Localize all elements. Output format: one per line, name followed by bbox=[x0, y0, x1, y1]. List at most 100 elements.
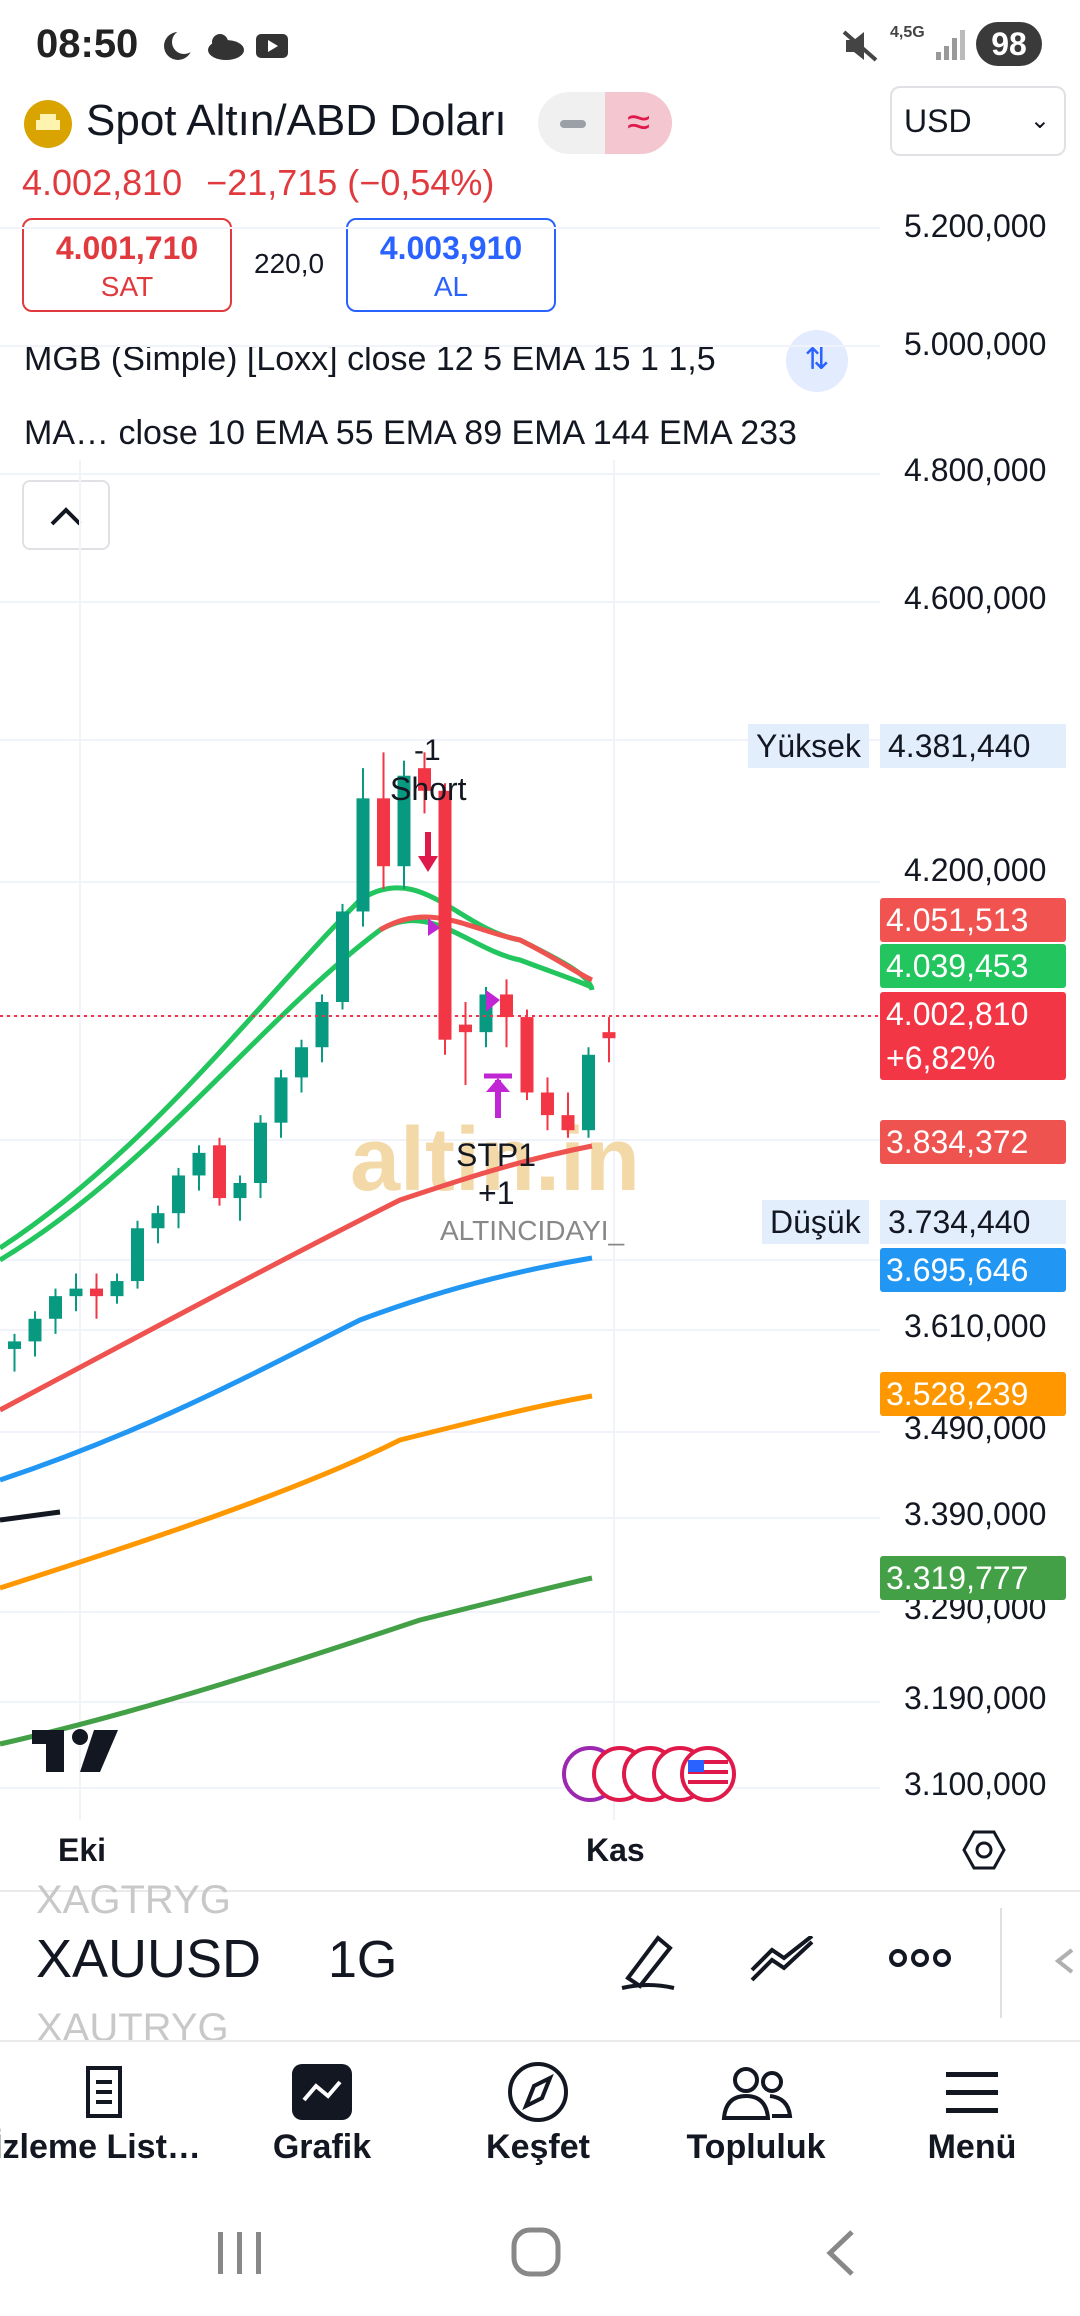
network-type: 4,5G bbox=[890, 24, 925, 41]
candle-body bbox=[151, 1213, 165, 1229]
chart-icon bbox=[292, 2064, 352, 2120]
compass-icon bbox=[508, 2062, 568, 2122]
low-value: 3.734,440 bbox=[880, 1200, 1066, 1244]
y-tick: 3.490,000 bbox=[904, 1410, 1047, 1446]
candle-body bbox=[438, 790, 452, 1040]
y-tick: 5.200,000 bbox=[904, 208, 1047, 244]
toolbar-divider bbox=[1000, 1908, 1002, 2018]
sell-button[interactable]: 4.001,710 SAT bbox=[22, 218, 232, 312]
indicator-legend-2[interactable]: MA… close 10 EMA 55 EMA 89 EMA 144 EMA 2… bbox=[24, 414, 797, 452]
settings-hex-icon[interactable] bbox=[962, 1830, 1006, 1870]
ema233-price-label: 3.319,777 bbox=[880, 1556, 1066, 1600]
ema144-line bbox=[0, 1393, 593, 1591]
back-icon[interactable] bbox=[820, 2228, 860, 2278]
x-tick-eki: Eki bbox=[58, 1832, 107, 1868]
status-bar: 08:50 4,5G 98 bbox=[0, 0, 1080, 90]
currency-value: USD bbox=[904, 103, 972, 139]
last-price-label-change: +6,82% bbox=[886, 1040, 996, 1076]
price-chart[interactable]: altin.in -1 Short STP1 +1 ALTINCIDAYI_ bbox=[0, 0, 1080, 1900]
currency-select[interactable]: USD ⌄ bbox=[890, 86, 1066, 156]
ma-red-segment bbox=[378, 914, 594, 983]
interval-selector[interactable]: 1G bbox=[328, 1931, 398, 1989]
candle-body bbox=[602, 1032, 616, 1039]
buy-arrow-icon bbox=[486, 1078, 510, 1092]
candle-body bbox=[49, 1296, 62, 1319]
next-symbol[interactable]: XAUTRYG bbox=[36, 2006, 229, 2050]
prev-symbol[interactable]: XAGTRYG bbox=[36, 1878, 231, 1922]
ma-price-label-green: 4.039,453 bbox=[880, 944, 1066, 988]
battery-level: 98 bbox=[976, 22, 1042, 66]
nav-chart[interactable]: Grafik bbox=[222, 2056, 422, 2167]
ema144-price-label: 3.528,239 bbox=[880, 1372, 1066, 1416]
candle-body bbox=[315, 1001, 329, 1048]
candle-body bbox=[541, 1092, 554, 1116]
ema89-line bbox=[0, 1255, 593, 1483]
candle-body bbox=[459, 1024, 472, 1033]
indicator-swap-icon[interactable]: ⇅ bbox=[786, 330, 848, 392]
candle-body bbox=[520, 1017, 534, 1093]
y-tick: 5.000,000 bbox=[904, 326, 1047, 362]
candle-body bbox=[8, 1341, 21, 1349]
nav-explore[interactable]: Keşfet bbox=[438, 2056, 638, 2167]
last-price-label-value: 4.002,810 bbox=[886, 996, 1029, 1032]
ema89-price-label: 3.695,646 bbox=[880, 1248, 1066, 1292]
gold-logo-icon bbox=[24, 100, 72, 148]
home-icon[interactable] bbox=[510, 2226, 562, 2278]
moving-averages bbox=[0, 885, 595, 1747]
annotations: -1 Short STP1 +1 ALTINCIDAYI_ bbox=[390, 734, 625, 1246]
more-icon[interactable] bbox=[888, 1946, 952, 1970]
community-icon bbox=[721, 2067, 793, 2120]
tradingview-logo-icon[interactable] bbox=[32, 1729, 118, 1772]
nav-chart-label: Grafik bbox=[272, 2128, 372, 2166]
chevron-left-icon[interactable] bbox=[1052, 1946, 1076, 1976]
y-tick: 3.610,000 bbox=[904, 1308, 1047, 1344]
candle-body bbox=[192, 1152, 206, 1176]
y-tick: 4.200,000 bbox=[904, 852, 1047, 888]
candle-body bbox=[356, 798, 370, 912]
chart-mode-toggle[interactable]: ≈ bbox=[538, 92, 672, 154]
x-tick-kas: Kas bbox=[586, 1832, 645, 1868]
candle-body bbox=[172, 1175, 185, 1214]
minus-icon bbox=[560, 120, 586, 128]
chevron-down-icon: ⌄ bbox=[1029, 107, 1050, 134]
ema233-line bbox=[0, 1575, 593, 1747]
sell-label: SAT bbox=[100, 271, 154, 302]
watchlist-icon bbox=[86, 2066, 122, 2118]
marker-icon bbox=[486, 990, 500, 1012]
y-tick: 4.600,000 bbox=[904, 580, 1047, 616]
chevron-up-icon bbox=[50, 507, 82, 526]
menu-icon bbox=[946, 2072, 998, 2113]
nav-community[interactable]: Topluluk bbox=[656, 2056, 856, 2167]
y-tick: 3.190,000 bbox=[904, 1680, 1047, 1716]
candles bbox=[8, 752, 616, 1372]
pen-draw-icon[interactable] bbox=[618, 1928, 678, 1992]
recent-apps-icon[interactable] bbox=[210, 2230, 270, 2276]
y-tick: 3.100,000 bbox=[904, 1766, 1047, 1802]
wave-icon: ≈ bbox=[605, 92, 672, 154]
buy-button[interactable]: 4.003,910 AL bbox=[346, 218, 556, 312]
nav-menu[interactable]: Menü bbox=[872, 2056, 1072, 2167]
collapse-legend-button[interactable] bbox=[22, 480, 110, 550]
symbol-title[interactable]: Spot Altın/ABD Doları bbox=[86, 96, 507, 145]
candle-body bbox=[582, 1054, 595, 1131]
trend-lines-icon[interactable] bbox=[748, 1936, 818, 1986]
signal-icon bbox=[936, 30, 965, 60]
nav-watchlist[interactable]: İzleme List… bbox=[0, 2056, 204, 2167]
candle-body bbox=[377, 798, 390, 867]
mute-icon bbox=[842, 30, 878, 62]
nav-menu-label: Menü bbox=[927, 2128, 1017, 2166]
low-label: Düşük bbox=[762, 1200, 869, 1244]
candle-body bbox=[500, 994, 513, 1018]
ema55-price-label: 3.834,372 bbox=[880, 1120, 1066, 1164]
buy-price: 4.003,910 bbox=[379, 230, 523, 266]
candle-body bbox=[274, 1077, 288, 1123]
annotation-stp1: STP1 bbox=[456, 1137, 536, 1173]
candle-body bbox=[397, 775, 411, 867]
high-label: Yüksek bbox=[748, 724, 869, 768]
symbol-selector[interactable]: XAUUSD bbox=[36, 1929, 262, 1989]
sell-arrow-icon bbox=[418, 832, 438, 872]
system-navigation bbox=[0, 2190, 1080, 2316]
economic-events-icon[interactable] bbox=[562, 1746, 736, 1802]
annotation-author: ALTINCIDAYI_ bbox=[440, 1215, 625, 1246]
high-value: 4.381,440 bbox=[880, 724, 1066, 768]
